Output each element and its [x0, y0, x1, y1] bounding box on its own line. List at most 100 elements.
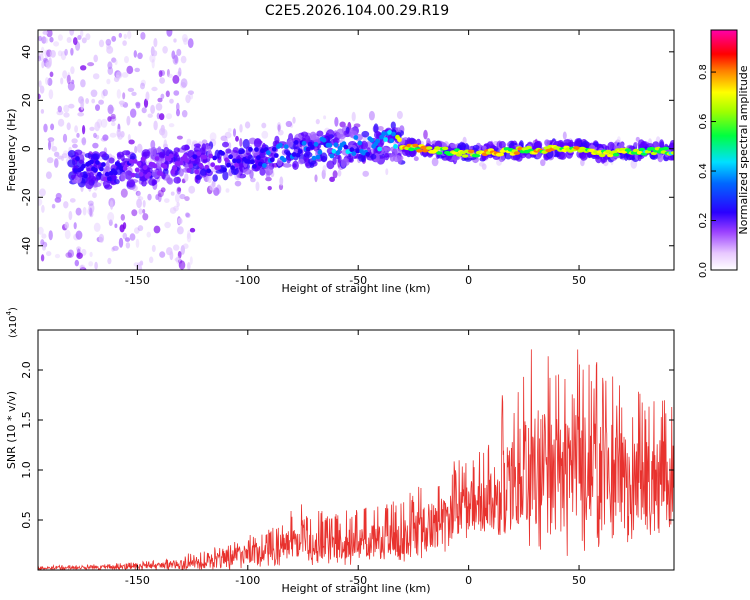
spectrogram-blob: [51, 146, 58, 152]
spectrogram-blob: [155, 194, 160, 201]
spectrogram-blob: [335, 154, 341, 160]
spectrogram-blob: [180, 245, 185, 255]
spectrogram-blob: [292, 116, 296, 124]
spectrogram-blob: [80, 30, 84, 37]
spectrogram-blob: [255, 181, 260, 192]
spectrogram-blob: [213, 187, 220, 196]
spectrogram-ridge-cell: [248, 147, 253, 152]
spectrogram-blob: [70, 174, 76, 179]
spectrogram-blob: [110, 113, 116, 120]
spectrogram-ridge-cell: [132, 158, 138, 164]
spectrogram-ridge-cell: [196, 151, 202, 157]
spectrogram-ridge-cell: [81, 163, 86, 169]
spectrogram-ridge-cell: [305, 146, 311, 152]
snr-xtick-label: -50: [349, 574, 367, 587]
spectrogram-ridge-cell: [327, 142, 333, 148]
spectrogram-blob: [253, 138, 262, 148]
spectrogram-blob: [187, 38, 194, 49]
spectrogram-ridge-cell: [256, 155, 261, 161]
spectrogram-blob: [169, 207, 177, 214]
spectrogram-blob: [48, 140, 51, 151]
spectrogram-ridge-cell: [99, 166, 104, 172]
spectrogram-blob: [409, 149, 416, 158]
spectrogram-blob: [79, 267, 87, 270]
spectrogram-blob: [315, 118, 320, 125]
snr-axes: -150 -100 -50 0 50 0.5 1.0 1.5 2.0: [20, 330, 674, 587]
spectrogram-blob: [207, 175, 212, 183]
spectrogram-blob: [38, 35, 43, 42]
spectrogram-blob: [87, 200, 94, 206]
spectrogram-blob: [44, 37, 49, 44]
spectrogram-blob: [94, 121, 100, 132]
spectrogram-blob: [165, 113, 173, 120]
spectrogram-blob: [212, 174, 218, 182]
spectrogram-ridge-cell: [436, 151, 443, 155]
spectrogram-ridge-cell: [331, 148, 337, 154]
spectrogram-ridge-cell: [122, 166, 128, 171]
spectrogram-blob: [222, 171, 229, 181]
spectrogram-ridge-cell: [497, 152, 505, 157]
spectrogram-blob: [68, 103, 75, 109]
spectrogram-blob: [120, 171, 127, 182]
spectrogram-blob: [137, 262, 144, 267]
spectrogram-blob: [143, 98, 149, 108]
spectrogram-blob: [127, 87, 135, 92]
spectrogram-blob: [177, 217, 183, 225]
spectrogram-ridge-cell: [377, 146, 382, 152]
spectrogram-blob: [141, 180, 147, 187]
spectrogram-ridge-cell: [432, 149, 439, 153]
spectrogram-ridge-cell: [262, 163, 267, 168]
spectrogram-ridge-cell: [381, 131, 386, 137]
spectrogram-blob: [252, 150, 260, 156]
spectrogram-blob: [320, 152, 328, 163]
spectrogram-blob: [397, 155, 403, 165]
spectrogram-blob: [183, 37, 188, 45]
spectrogram-ridge-cell: [297, 149, 303, 155]
spectrogram-blob: [172, 74, 180, 84]
spectrogram-blob: [340, 159, 347, 168]
spectrogram-blob: [222, 141, 229, 148]
spectrogram-blob: [133, 262, 139, 267]
spectrogram-blob: [99, 151, 107, 158]
spectrogram-ytick-label: -20: [20, 188, 33, 206]
spectrogram-blob: [267, 186, 272, 191]
spectrogram-ridge-cell: [291, 152, 297, 157]
spectrogram-ridge-cell: [154, 156, 160, 161]
spectrogram-blob: [282, 163, 292, 168]
spectrogram-blob: [46, 157, 54, 164]
spectrogram-blob: [73, 37, 78, 46]
spectrogram-blob: [57, 34, 63, 41]
spectrogram-blob: [175, 255, 181, 265]
spectrogram-blob: [73, 222, 77, 230]
spectrogram-blob: [67, 71, 71, 82]
spectrogram-blob: [177, 187, 182, 192]
spectrogram-blob: [80, 79, 86, 88]
spectrogram-blob: [385, 168, 389, 176]
spectrogram-blob: [322, 165, 327, 173]
spectrogram-blob: [140, 79, 146, 87]
spectrogram-blob: [76, 252, 83, 259]
colorbar-tick-label: 0.0: [698, 262, 709, 278]
spectrogram-blob: [177, 251, 182, 259]
snr-multiplier-close: ): [8, 307, 19, 311]
spectrogram-blob: [336, 128, 345, 138]
spectrogram-blob: [164, 221, 171, 229]
spectrogram-blob: [276, 122, 282, 132]
snr-ytick-label: 0.5: [20, 511, 33, 529]
spectrogram-blob: [158, 70, 163, 78]
spectrogram-blob: [177, 226, 184, 235]
spectrogram-blob: [41, 60, 45, 69]
spectrogram-ridge-cell: [198, 162, 204, 168]
spectrogram-blob: [225, 148, 232, 154]
spectrogram-ridge-cell: [351, 151, 357, 157]
snr-ytick-label: 2.0: [20, 361, 33, 379]
spectrogram-blob: [239, 124, 243, 133]
spectrogram-blob: [122, 92, 126, 100]
spectrogram-blob: [102, 89, 108, 97]
spectrogram-blob: [232, 147, 239, 153]
spectrogram-blob: [89, 251, 93, 258]
snr-panel: -150 -100 -50 0 50 0.5 1.0 1.5 2.0 Height of str…: [5, 307, 675, 595]
spectrogram-ridge-cell: [134, 167, 140, 173]
spectrogram-blob: [181, 110, 188, 118]
